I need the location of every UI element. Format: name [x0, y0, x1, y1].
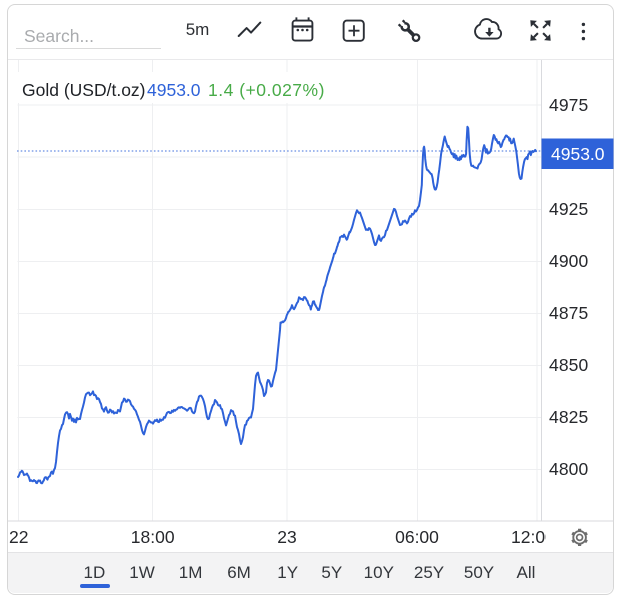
- svg-text:4953.0: 4953.0: [551, 144, 605, 164]
